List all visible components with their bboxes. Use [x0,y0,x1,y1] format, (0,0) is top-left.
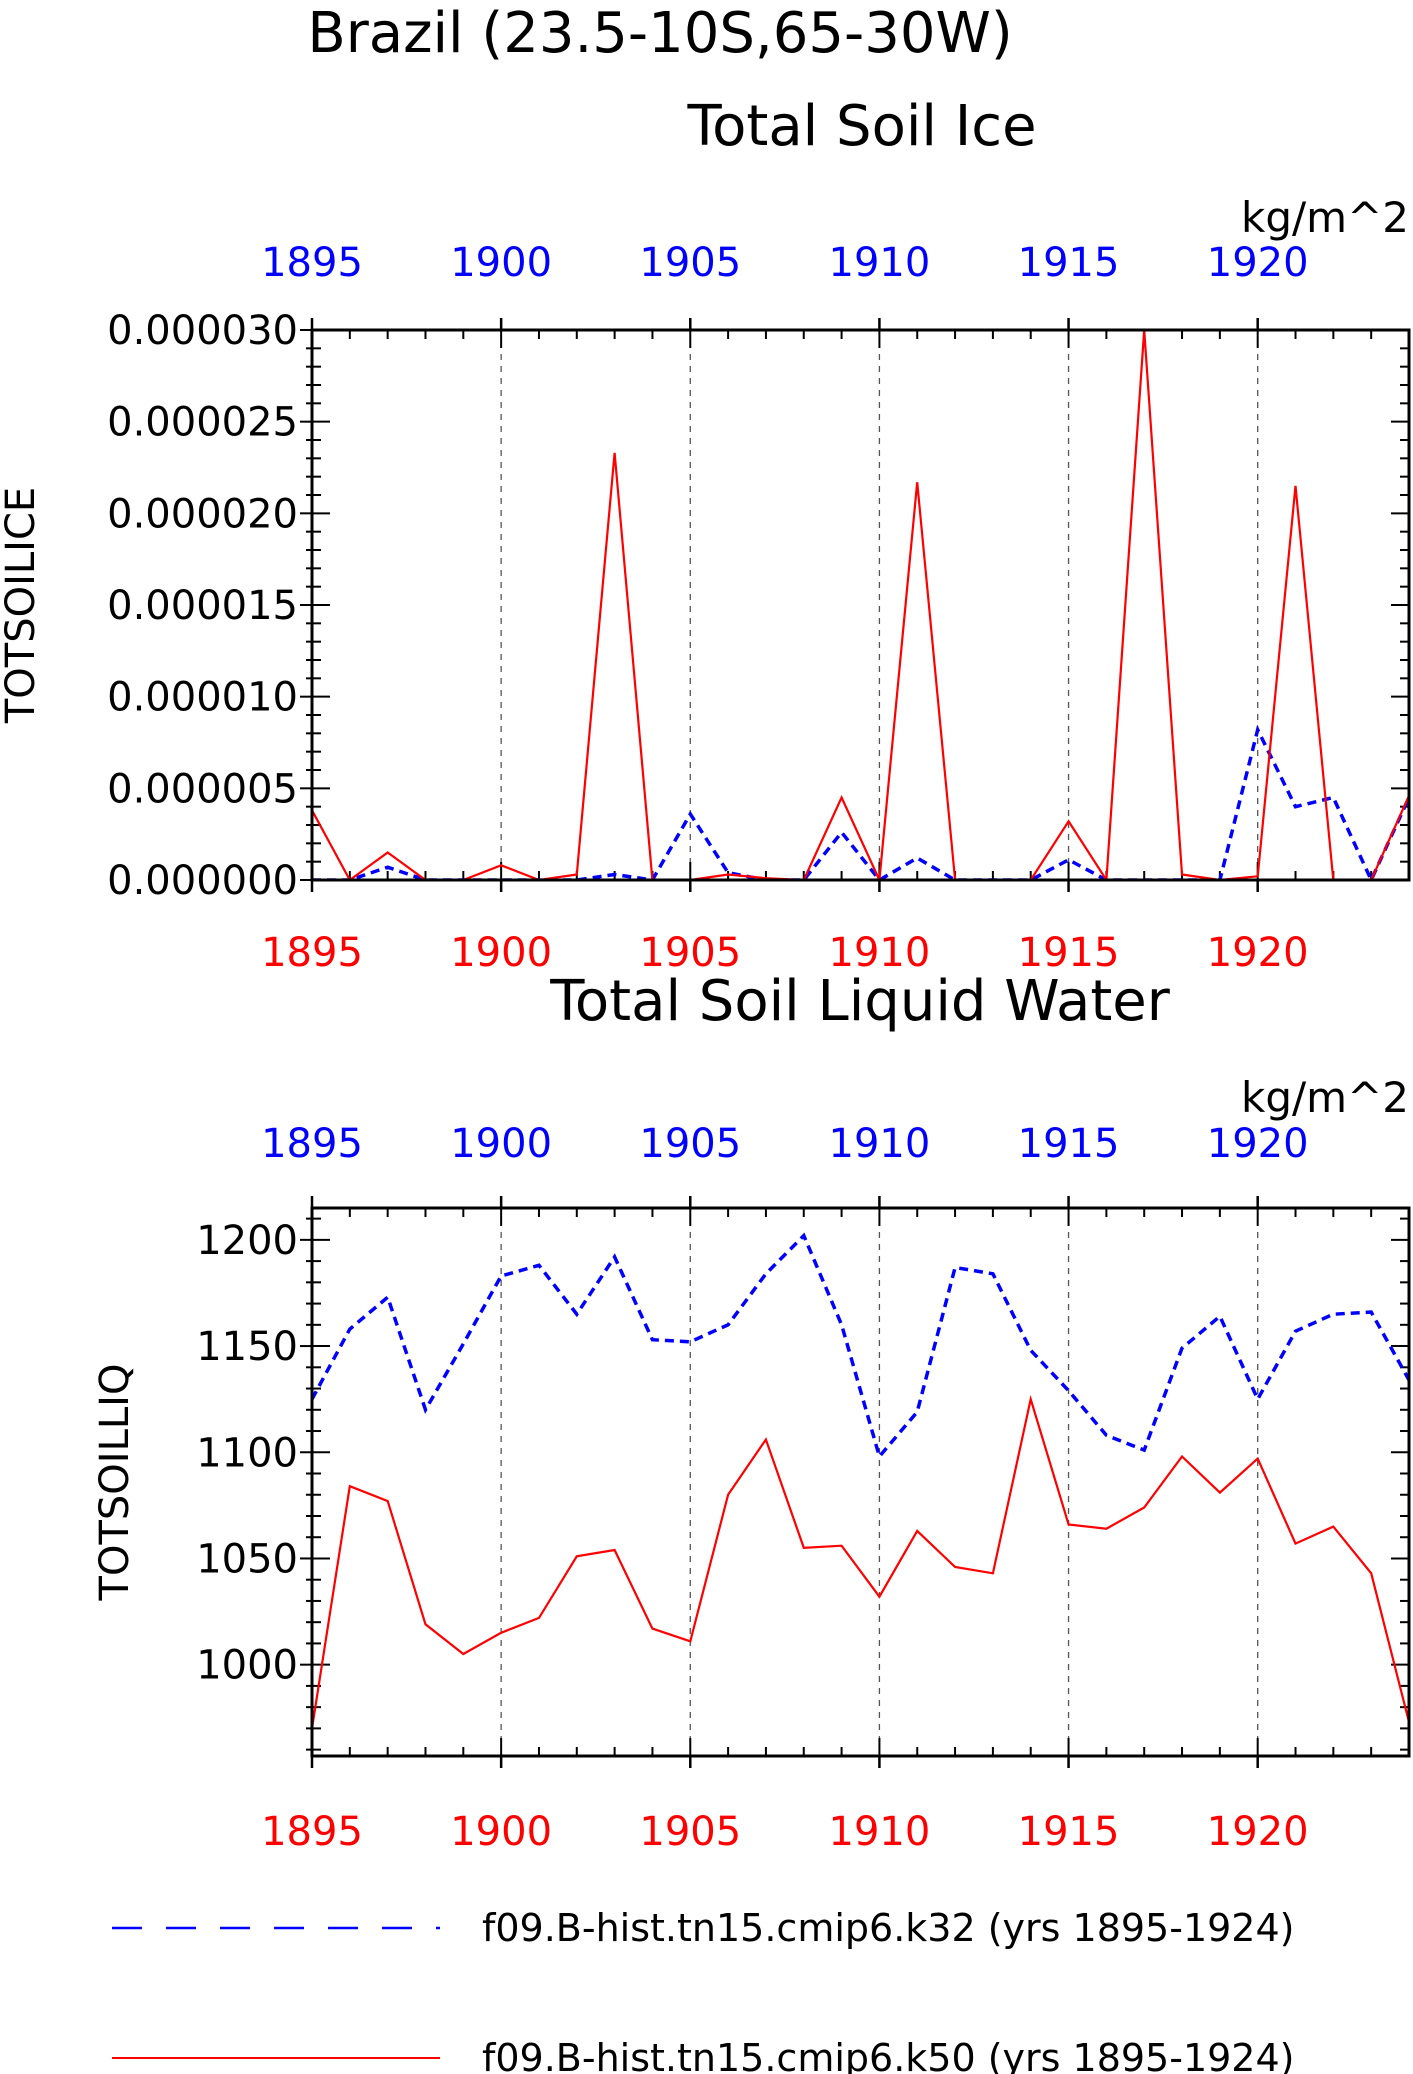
series-line-k32 [312,724,1409,880]
legend-label-2: f09.B-hist.tn15.cmip6.k50 (yrs 1895-1924… [482,2036,1294,2074]
chart-title: Total Soil Liquid Water [549,969,1171,1034]
chart-panel-1: Total Soil Ice kg/m^2 TOTSOILICE 1895 1900 19… [0,94,1411,976]
units-label: kg/m^2 [1241,193,1409,242]
y-tick-label: 1000 [196,1643,298,1689]
x-tick-label-bottom: 1915 [1018,1809,1120,1855]
y-tick-label: 0.000025 [107,400,298,446]
legend: f09.B-hist.tn15.cmip6.k32 (yrs 1895-1924… [112,1906,1294,2074]
y-tick-label: 0.000030 [107,308,298,354]
x-tick-label-bottom: 1895 [261,930,363,976]
y-tick-label: 0.000000 [107,858,298,904]
series-line-k32 [312,1232,1409,1461]
y-tick-label: 0.000005 [107,766,298,812]
y-tick-label: 1150 [196,1324,298,1370]
x-tick-label-top: 1905 [639,240,741,286]
x-tick-label-top: 1920 [1207,1121,1309,1167]
x-tick-label-top: 1915 [1018,240,1120,286]
x-tick-label-top: 1920 [1207,240,1309,286]
y-axis-label: TOTSOILLIQ [92,1364,138,1602]
y-tick-label: 1050 [196,1536,298,1582]
chart-panels: Total Soil Ice kg/m^2 TOTSOILICE 1895 1900 19… [0,94,1411,1855]
y-tick-label: 1100 [196,1430,298,1476]
x-tick-label-top: 1900 [450,1121,552,1167]
x-tick-label-top: 1900 [450,240,552,286]
y-tick-label: 0.000010 [107,675,298,721]
x-tick-label-bottom: 1895 [261,1809,363,1855]
y-tick-label: 0.000015 [107,583,298,629]
x-tick-label-top: 1915 [1018,1121,1120,1167]
x-tick-label-top: 1905 [639,1121,741,1167]
x-tick-label-bottom: 1910 [829,1809,931,1855]
plot-frame [310,328,1411,882]
figure-title: Brazil (23.5-10S,65-30W) [307,1,1012,66]
x-tick-label-top: 1895 [261,240,363,286]
chart-title: Total Soil Ice [686,94,1036,159]
chart-panel-2: Total Soil Liquid Water kg/m^2 TOTSOILLIQ 1… [92,969,1411,1855]
series-line-k50 [312,330,1409,880]
x-tick-label-bottom: 1905 [639,1809,741,1855]
x-tick-label-bottom: 1910 [829,930,931,976]
legend-label-1: f09.B-hist.tn15.cmip6.k32 (yrs 1895-1924… [482,1906,1294,1950]
x-tick-label-bottom: 1920 [1207,930,1309,976]
x-tick-label-top: 1910 [829,1121,931,1167]
x-tick-label-bottom: 1900 [450,930,552,976]
units-label: kg/m^2 [1241,1073,1409,1122]
series-line-k50 [312,1394,1409,1729]
x-tick-label-bottom: 1900 [450,1809,552,1855]
x-tick-label-top: 1895 [261,1121,363,1167]
x-tick-label-bottom: 1920 [1207,1809,1309,1855]
x-tick-label-bottom: 1915 [1018,930,1120,976]
plot-frame [310,1206,1411,1758]
y-tick-label: 0.000020 [107,491,298,537]
x-tick-label-bottom: 1905 [639,930,741,976]
y-tick-label: 1200 [196,1218,298,1264]
x-tick-label-top: 1910 [829,240,931,286]
y-axis-label: TOTSOILICE [0,487,44,724]
